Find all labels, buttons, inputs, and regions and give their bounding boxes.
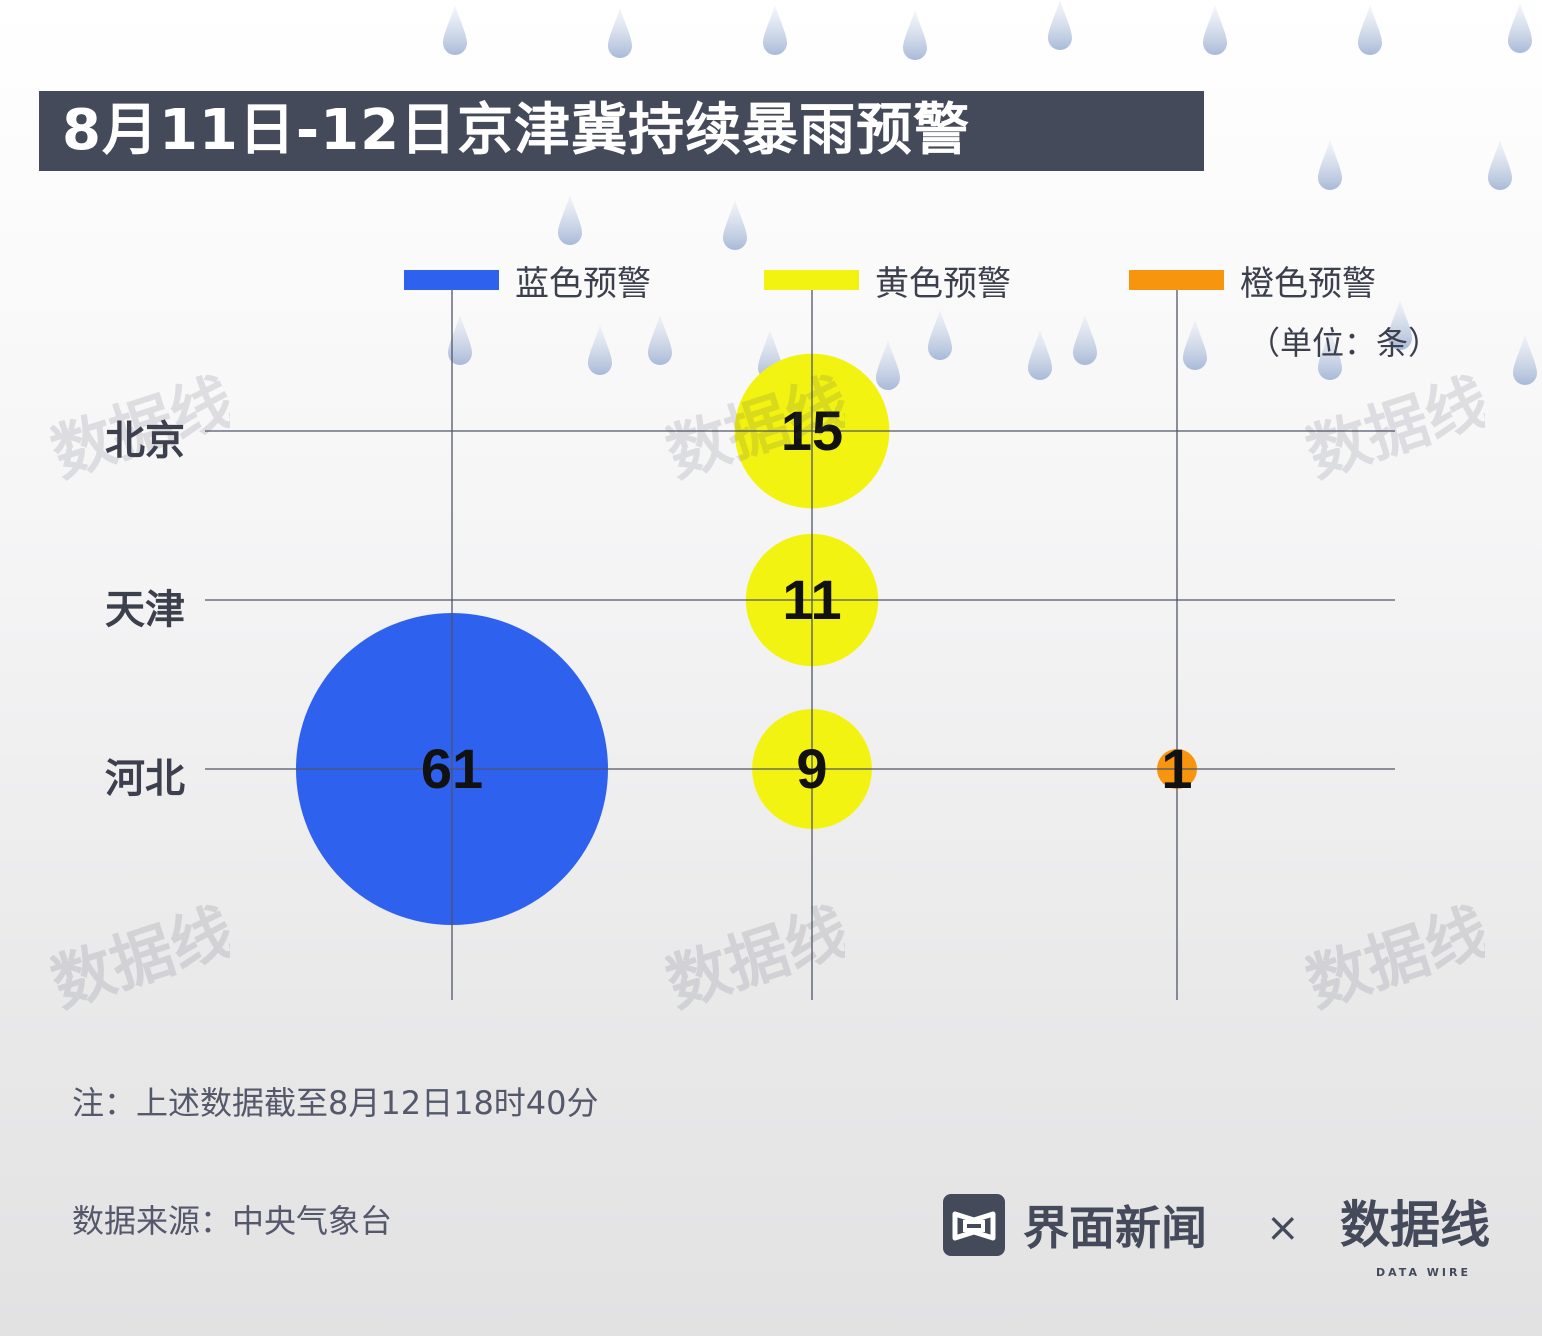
raindrop-icon xyxy=(648,315,672,365)
raindrop-icon xyxy=(763,5,787,55)
raindrop-icon xyxy=(448,315,472,365)
watermark-logo: 数据线 xyxy=(50,900,230,1020)
unit-label: （单位：条） xyxy=(1248,324,1441,362)
brand-name: 界面新闻 xyxy=(1023,1201,1207,1255)
row-label-hebei: 河北 xyxy=(105,756,185,802)
raindrop-icon xyxy=(1513,335,1537,385)
row-label-beijing: 北京 xyxy=(105,418,185,464)
svg-text:数据线: 数据线 xyxy=(665,900,845,1020)
legend-swatch-blue xyxy=(404,270,499,290)
svg-text:数据线: 数据线 xyxy=(1305,900,1485,1020)
raindrop-icon xyxy=(608,8,632,58)
watermark-logo: 数据线 xyxy=(1305,370,1485,490)
datawire-logo-sub: DATA WIRE xyxy=(1376,1266,1471,1279)
raindrop-icon xyxy=(928,310,952,360)
raindrop-icon xyxy=(1183,320,1207,370)
bubble-value-label: 1 xyxy=(1161,737,1192,800)
brand-jiemian: 界面新闻 xyxy=(943,1190,1207,1260)
svg-text:数据线: 数据线 xyxy=(50,900,230,1020)
raindrop-icon xyxy=(558,195,582,245)
legend-label-yellow: 黄色预警 xyxy=(875,263,1011,304)
raindrop-icon xyxy=(443,5,467,55)
bubble-value-label: 11 xyxy=(782,568,841,631)
legend-label-orange: 橙色预警 xyxy=(1240,263,1376,304)
legend-item-orange: 橙色预警 xyxy=(1129,258,1376,304)
raindrop-icon xyxy=(1028,330,1052,380)
legend-swatch-orange xyxy=(1129,270,1224,290)
raindrop-icon xyxy=(1358,5,1382,55)
raindrop-icon xyxy=(1318,330,1342,380)
bubble-value-label: 15 xyxy=(781,399,843,462)
legend-swatch-yellow xyxy=(764,270,859,290)
title-bar xyxy=(39,91,1204,171)
raindrop-icon xyxy=(723,200,747,250)
datawire-logo-text: 数据线 xyxy=(1340,1196,1490,1254)
raindrop-icon xyxy=(588,325,612,375)
rain-background xyxy=(443,0,1537,390)
watermark-logo: 数据线 xyxy=(50,370,230,490)
chart-title: 8月11日-12日京津冀持续暴雨预警 xyxy=(62,98,971,163)
raindrop-icon xyxy=(1388,300,1412,350)
data-source: 数据来源：中央气象台 xyxy=(72,1202,393,1240)
raindrop-icon xyxy=(1203,5,1227,55)
raindrop-icon xyxy=(1488,140,1512,190)
raindrop-icon xyxy=(1048,0,1072,50)
legend-label-blue: 蓝色预警 xyxy=(515,263,651,304)
raindrop-icon xyxy=(1318,140,1342,190)
datawire-logo: 数据线 DATA WIRE xyxy=(1340,1196,1490,1279)
watermark-logo: 数据线 xyxy=(665,900,845,1020)
legend-item-blue: 蓝色预警 xyxy=(404,258,651,304)
footnote: 注：上述数据截至8月12日18时40分 xyxy=(72,1084,599,1122)
raindrop-icon xyxy=(1508,3,1532,53)
svg-text:数据线: 数据线 xyxy=(665,370,845,490)
row-label-tianjin: 天津 xyxy=(105,587,185,633)
brand-times: × xyxy=(1266,1205,1300,1251)
svg-text:数据线: 数据线 xyxy=(50,370,230,490)
watermark-logo: 数据线 xyxy=(1305,900,1485,1020)
bubble-value-label: 61 xyxy=(421,737,483,800)
svg-text:数据线: 数据线 xyxy=(1305,370,1485,490)
bubble-value-label: 9 xyxy=(796,737,827,800)
legend-item-yellow: 黄色预警 xyxy=(764,258,1011,304)
watermark-logo: 数据线 xyxy=(665,370,845,490)
raindrop-icon xyxy=(876,340,900,390)
raindrop-icon xyxy=(1073,315,1097,365)
raindrop-icon xyxy=(903,10,927,60)
jiemian-logo-icon xyxy=(943,1194,1005,1256)
